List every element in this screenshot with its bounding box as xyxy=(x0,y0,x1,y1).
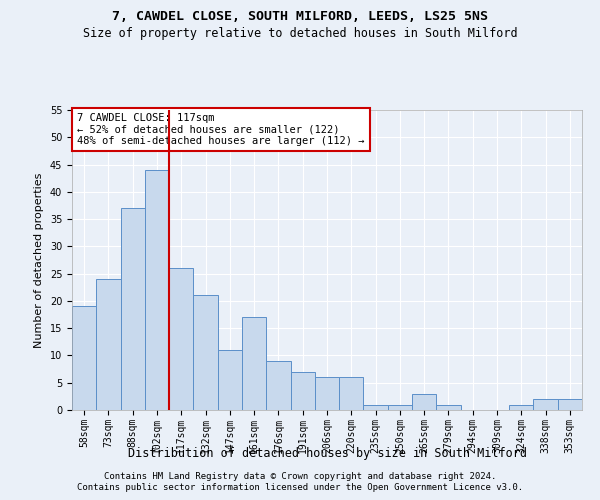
Text: Contains public sector information licensed under the Open Government Licence v3: Contains public sector information licen… xyxy=(77,484,523,492)
Bar xyxy=(339,378,364,410)
Bar xyxy=(218,350,242,410)
Bar xyxy=(533,399,558,410)
Bar xyxy=(388,404,412,410)
Text: Contains HM Land Registry data © Crown copyright and database right 2024.: Contains HM Land Registry data © Crown c… xyxy=(104,472,496,481)
Bar xyxy=(436,404,461,410)
Bar xyxy=(96,279,121,410)
Bar xyxy=(290,372,315,410)
Bar xyxy=(315,378,339,410)
Bar xyxy=(364,404,388,410)
Text: Distribution of detached houses by size in South Milford: Distribution of detached houses by size … xyxy=(128,448,527,460)
Bar xyxy=(193,296,218,410)
Bar xyxy=(412,394,436,410)
Bar xyxy=(72,306,96,410)
Bar xyxy=(121,208,145,410)
Bar xyxy=(266,361,290,410)
Text: 7, CAWDEL CLOSE, SOUTH MILFORD, LEEDS, LS25 5NS: 7, CAWDEL CLOSE, SOUTH MILFORD, LEEDS, L… xyxy=(112,10,488,23)
Text: 7 CAWDEL CLOSE: 117sqm
← 52% of detached houses are smaller (122)
48% of semi-de: 7 CAWDEL CLOSE: 117sqm ← 52% of detached… xyxy=(77,113,365,146)
Bar xyxy=(242,318,266,410)
Text: Size of property relative to detached houses in South Milford: Size of property relative to detached ho… xyxy=(83,28,517,40)
Bar xyxy=(509,404,533,410)
Y-axis label: Number of detached properties: Number of detached properties xyxy=(34,172,44,348)
Bar xyxy=(169,268,193,410)
Bar xyxy=(145,170,169,410)
Bar xyxy=(558,399,582,410)
